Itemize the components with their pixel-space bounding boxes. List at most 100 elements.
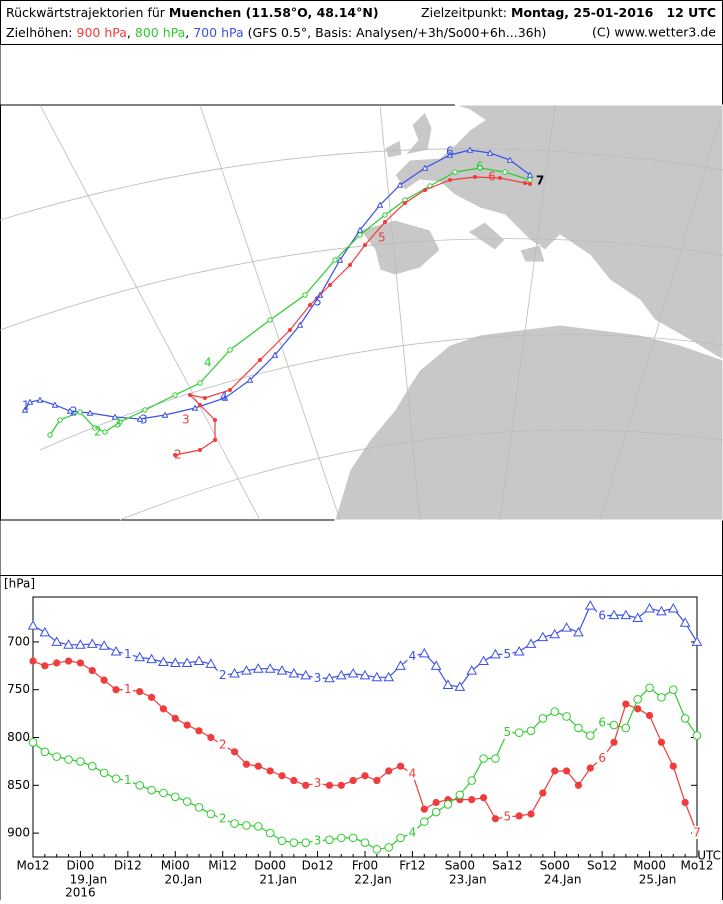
point: [207, 733, 215, 742]
header-line-1: Rückwärtstrajektorien für Muenchen (11.5…: [6, 5, 379, 20]
point: [491, 815, 500, 823]
point-label: 3: [314, 776, 322, 790]
point: [206, 809, 216, 819]
label-bg: [122, 682, 133, 696]
point: [158, 656, 169, 666]
x-tick-label: Di12: [114, 859, 142, 873]
point: [551, 767, 559, 775]
point: [573, 626, 584, 637]
point: [584, 600, 596, 610]
label-bg: [312, 776, 323, 790]
x-date-label: 24.Jan: [544, 873, 582, 887]
point: [289, 838, 299, 847]
legend-entry: 800 hPa: [135, 25, 185, 40]
point: [98, 640, 110, 650]
point: [562, 712, 571, 721]
point: [110, 645, 122, 656]
point: [40, 747, 50, 757]
point: [442, 679, 454, 689]
point: [277, 836, 287, 846]
year-label: 2016: [65, 886, 96, 900]
point: [586, 764, 594, 772]
map-label: 4: [204, 356, 212, 370]
label-bg: [597, 751, 608, 765]
point: [513, 645, 525, 656]
y-axis-label: [hPa]: [4, 577, 35, 591]
point: [349, 776, 357, 785]
point: [467, 776, 477, 785]
x-tick-label: Mi12: [208, 859, 237, 873]
point-label: 7: [693, 826, 701, 840]
point: [622, 700, 630, 708]
point: [181, 657, 193, 667]
label-bg: [217, 668, 228, 682]
point: [385, 767, 393, 775]
point: [39, 626, 51, 637]
label-bg: [122, 773, 133, 787]
point: [193, 655, 205, 666]
header-line-2: Zielhöhen: 900 hPa, 800 hPa, 700 hPa (GF…: [6, 25, 546, 40]
point: [348, 833, 358, 843]
point: [159, 788, 168, 798]
point-label: 2: [219, 811, 227, 825]
x-unit: UTC: [697, 849, 721, 863]
point: [290, 776, 298, 785]
point: [371, 671, 383, 682]
separator: ,: [185, 25, 189, 40]
point: [278, 772, 286, 780]
point: [549, 628, 561, 639]
point: [538, 714, 548, 723]
point: [52, 752, 62, 761]
point: [373, 776, 381, 785]
x-tick-label: Mi00: [161, 859, 190, 873]
point-label: 5: [503, 647, 511, 661]
point: [539, 789, 547, 797]
point: [325, 781, 334, 789]
point: [335, 669, 347, 680]
point: [87, 761, 97, 771]
point: [265, 828, 275, 838]
point-label: 1: [124, 647, 132, 661]
point: [632, 612, 644, 623]
point: [681, 798, 689, 807]
title-prefix: Rückwärtstrajektorien für: [6, 5, 166, 20]
point-label: 1: [124, 773, 132, 787]
y-tick-label: 850: [7, 778, 30, 792]
label-bg: [407, 766, 418, 780]
point: [621, 723, 631, 733]
point: [63, 639, 74, 649]
point: [230, 819, 239, 828]
x-tick-label: Sa12: [492, 859, 522, 873]
x-tick-label: Mo12: [681, 859, 714, 873]
point: [301, 838, 311, 847]
map-label: 2: [174, 448, 182, 462]
point: [64, 657, 73, 665]
point: [242, 821, 251, 830]
point: [432, 798, 440, 807]
point: [680, 714, 690, 723]
point-label: 4: [409, 766, 417, 780]
x-date-label: 22.Jan: [354, 873, 392, 887]
label-bg: [122, 647, 133, 661]
point: [384, 843, 394, 852]
point: [135, 781, 145, 790]
point: [430, 660, 442, 670]
y-tick-label: 900: [7, 826, 30, 840]
plot-area: [32, 596, 698, 858]
map-label: 6: [488, 170, 496, 184]
map: 1 2 3 4 5 6 2 3 4 6 2 3 5 6 7: [0, 104, 723, 521]
point-label: 6: [598, 609, 606, 623]
point: [634, 705, 642, 713]
point: [478, 655, 489, 666]
point: [608, 609, 620, 620]
point: [479, 794, 488, 802]
point: [253, 822, 263, 831]
point: [169, 657, 181, 667]
point: [288, 667, 300, 678]
point: [527, 810, 535, 818]
point: [420, 805, 428, 813]
point: [526, 726, 536, 736]
point: [395, 660, 406, 670]
